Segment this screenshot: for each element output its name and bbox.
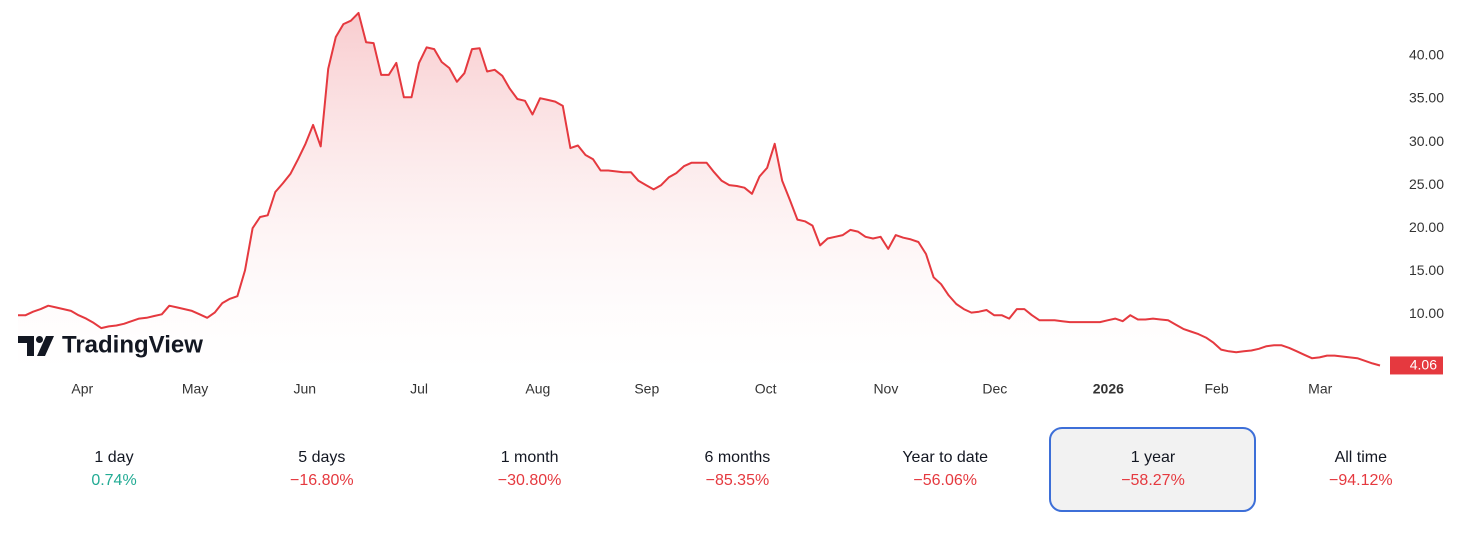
plot-area: 10.00 15.00 20.00 25.00 30.00 35.00 40.00 Apr Ma… — [18, 11, 1444, 397]
price-line — [18, 11, 1381, 367]
period-tab[interactable]: 5 days −16.80% — [290, 449, 354, 489]
y-tick-label: 10.00 — [1409, 305, 1444, 321]
y-tick-label: 15.00 — [1409, 262, 1444, 278]
logo-icon — [18, 336, 34, 356]
y-tick-label: 20.00 — [1409, 219, 1444, 235]
last-price-label: 4.06 — [1410, 357, 1437, 373]
x-tick-label: Aug — [525, 381, 550, 397]
x-tick-label: Jun — [293, 381, 316, 397]
x-tick-label: Sep — [634, 381, 659, 397]
active-tab-bg — [1049, 427, 1256, 512]
period-change: −56.06% — [913, 472, 977, 489]
period-label: All time — [1335, 449, 1388, 466]
period-tab[interactable]: 1 day 0.74% — [91, 449, 136, 489]
period-change: −85.35% — [706, 472, 770, 489]
logo-icon — [37, 336, 54, 356]
area — [18, 12, 1380, 373]
period-tabs: 1 day 0.74% 5 days −16.80% 1 month −30.80% 6 m… — [91, 427, 1393, 512]
x-tick-label: Nov — [873, 381, 898, 397]
y-tick-label: 25.00 — [1409, 176, 1444, 192]
period-tab[interactable]: 6 months −85.35% — [704, 449, 770, 489]
period-change: 0.74% — [91, 472, 136, 489]
watermark: TradingView — [62, 331, 203, 358]
logo: TradingView — [18, 331, 203, 358]
period-change: −58.27% — [1121, 472, 1185, 489]
period-label: 1 year — [1131, 449, 1176, 466]
period-label: 1 day — [94, 449, 133, 466]
period-label: 5 days — [298, 449, 345, 466]
period-label: 1 month — [501, 449, 559, 466]
x-tick-label: 2026 — [1093, 381, 1124, 397]
period-label: Year to date — [902, 449, 988, 466]
y-tick-label: 30.00 — [1409, 133, 1444, 149]
period-tab[interactable]: 1 month −30.80% — [498, 449, 562, 489]
x-tick-label: Dec — [982, 381, 1007, 397]
y-tick-label: 35.00 — [1409, 90, 1444, 106]
period-tab[interactable]: All time −94.12% — [1329, 449, 1393, 489]
period-change: −30.80% — [498, 472, 562, 489]
period-change: −16.80% — [290, 472, 354, 489]
x-tick-label: Oct — [755, 381, 777, 397]
y-tick-label: 40.00 — [1409, 47, 1444, 63]
x-tick-label: Apr — [71, 381, 93, 397]
period-tab[interactable]: 1 year −58.27% — [1049, 427, 1256, 512]
x-tick-label: May — [182, 381, 208, 397]
period-tab[interactable]: Year to date −56.06% — [902, 449, 988, 489]
period-change: −94.12% — [1329, 472, 1393, 489]
x-tick-label: Mar — [1308, 381, 1332, 397]
logo-icon — [36, 336, 43, 343]
x-tick-label: Feb — [1204, 381, 1228, 397]
x-tick-label: Jul — [410, 381, 428, 397]
last-price-box — [1390, 356, 1443, 375]
period-label: 6 months — [704, 449, 770, 466]
